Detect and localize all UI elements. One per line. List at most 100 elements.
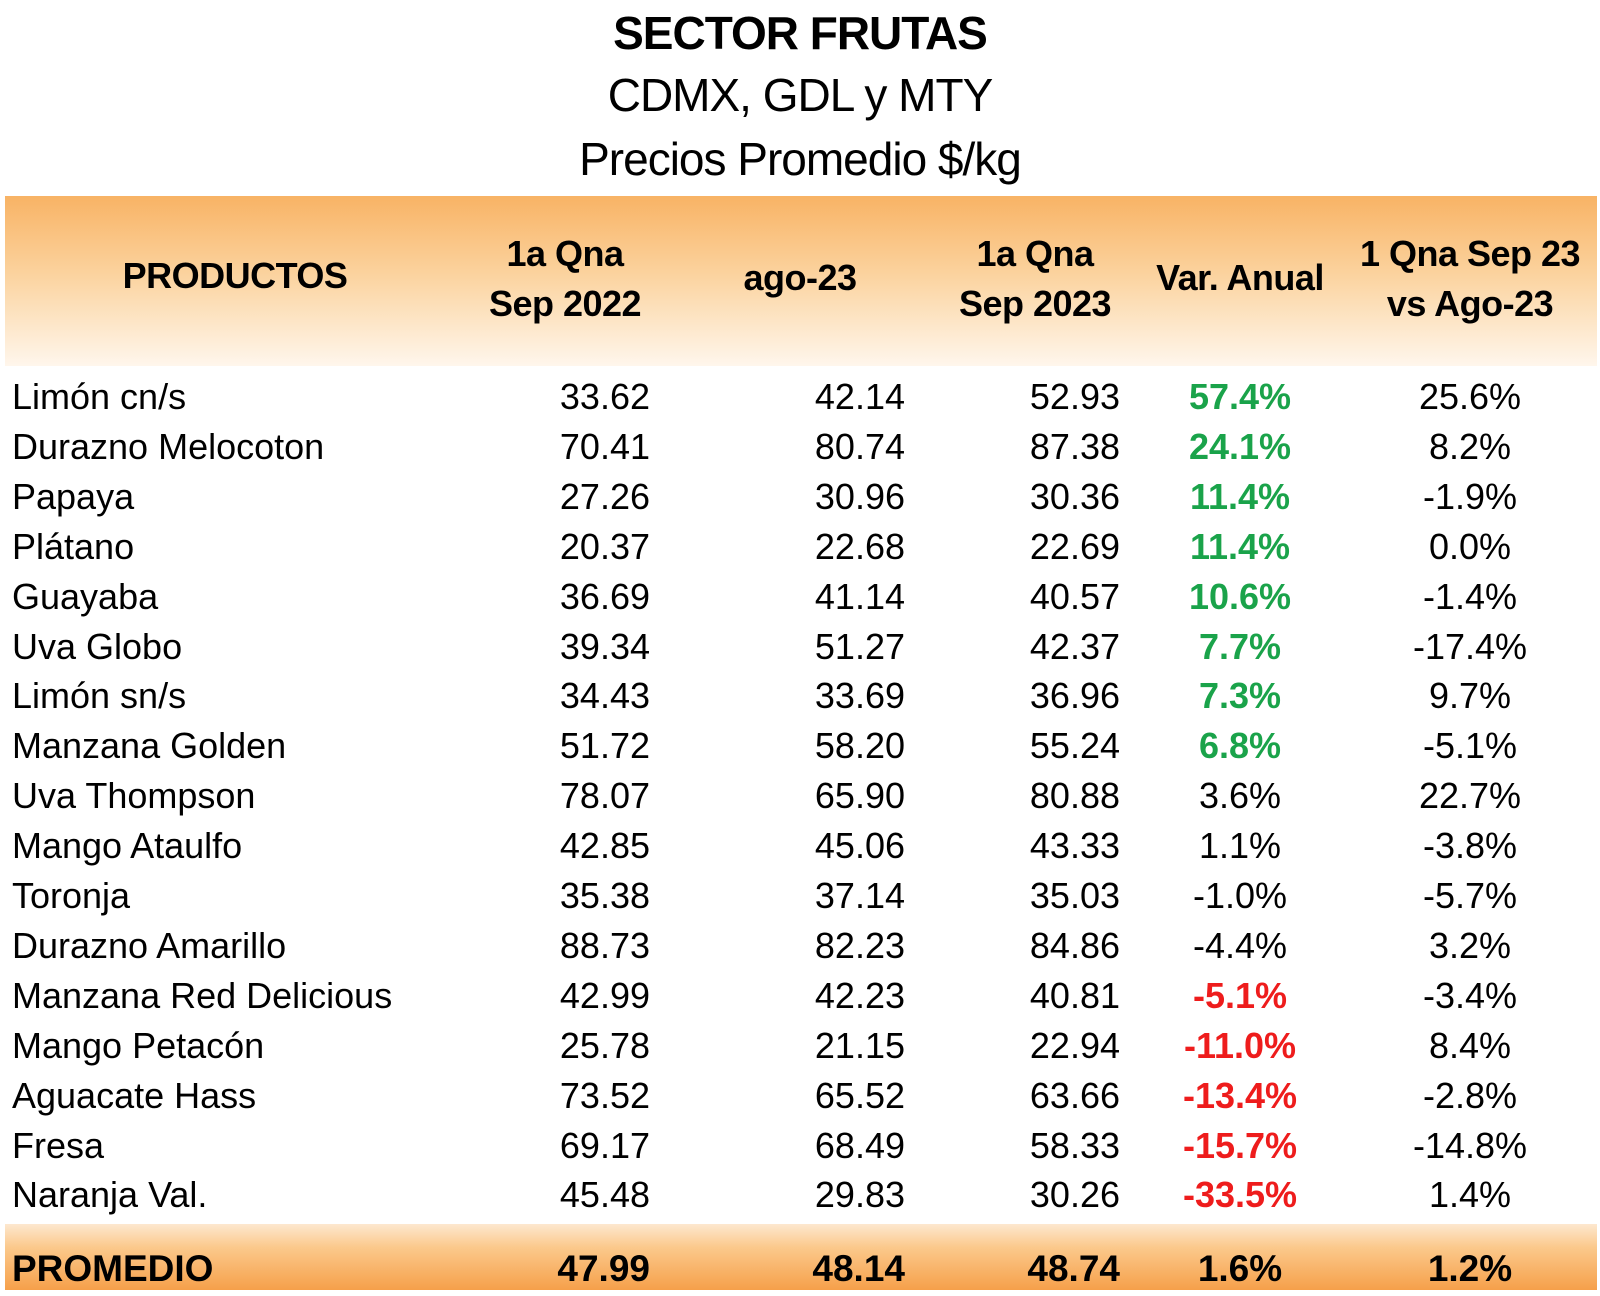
table-footer xyxy=(5,1224,1597,1290)
price-ago-23: 42.23 xyxy=(814,974,905,1016)
product-name: Uva Globo xyxy=(12,625,183,667)
table-row: Limón cn/s 33.62 42.14 52.93 57.4% 25.6% xyxy=(0,372,1600,422)
average-label: PROMEDIO xyxy=(12,1248,214,1289)
table-row: Papaya 27.26 30.96 30.36 11.4% -1.9% xyxy=(0,472,1600,522)
table-row: Mango Petacón 25.78 21.15 22.94 -11.0% 8.4% xyxy=(0,1021,1600,1071)
header-productos: PRODUCTOS xyxy=(122,255,348,296)
var-anual: 57.4% xyxy=(1188,376,1292,417)
header-ago-23: ago-23 xyxy=(743,257,857,298)
product-name: Fresa xyxy=(12,1124,105,1166)
price-sep-2023: 40.81 xyxy=(1029,974,1120,1016)
header-vs-ago-line2: vs Ago-23 xyxy=(1386,283,1554,324)
table-row: Plátano 20.37 22.68 22.69 11.4% 0.0% xyxy=(0,522,1600,572)
product-name: Guayaba xyxy=(12,575,159,617)
average-ago23: 48.14 xyxy=(812,1248,905,1289)
var-anual: -11.0% xyxy=(1183,1024,1297,1066)
price-sep-2023: 87.38 xyxy=(1029,425,1120,467)
page-title: SECTOR FRUTAS xyxy=(613,7,988,59)
var-vs-ago: 9.7% xyxy=(1428,675,1512,717)
header-sep-2022: 1a Qna Sep 2022 xyxy=(450,229,680,329)
product-name: Uva Thompson xyxy=(12,775,256,817)
price-sep-2022: 88.73 xyxy=(559,924,650,966)
product-name: Durazno Melocoton xyxy=(12,425,325,467)
price-sep-2023: 58.33 xyxy=(1029,1124,1120,1166)
price-sep-2023: 55.24 xyxy=(1029,725,1120,767)
table-row: Mango Ataulfo 42.85 45.06 43.33 1.1% -3.8% xyxy=(0,821,1600,871)
table-row: Naranja Val. 45.48 29.83 30.26 -33.5% 1.4% xyxy=(0,1170,1600,1220)
price-ago-23: 68.49 xyxy=(814,1124,905,1166)
var-vs-ago: -5.1% xyxy=(1422,725,1518,767)
header-sep-2023-line2: Sep 2023 xyxy=(958,283,1112,324)
price-sep-2022: 34.43 xyxy=(559,675,650,717)
var-anual: 10.6% xyxy=(1188,575,1292,617)
var-vs-ago: 1.4% xyxy=(1428,1174,1512,1216)
var-anual: -5.1% xyxy=(1192,974,1288,1016)
var-vs-ago: -1.9% xyxy=(1422,475,1518,517)
price-sep-2022: 36.69 xyxy=(559,575,650,617)
average-vs-ago: 1.2% xyxy=(1427,1248,1513,1289)
product-name: Limón cn/s xyxy=(12,376,187,417)
price-sep-2023: 35.03 xyxy=(1029,875,1120,916)
page-subtitle-cities: CDMX, GDL y MTY xyxy=(607,69,994,121)
product-name: Manzana Golden xyxy=(12,725,287,767)
product-name: Plátano xyxy=(12,525,135,567)
price-sep-2022: 73.52 xyxy=(559,1074,650,1116)
price-ago-23: 30.96 xyxy=(814,475,905,517)
var-anual: 6.8% xyxy=(1198,725,1282,767)
average-sep2022: 47.99 xyxy=(557,1248,650,1289)
price-sep-2023: 30.26 xyxy=(1029,1174,1120,1216)
header-sep-2023: 1a Qna Sep 2023 xyxy=(920,229,1150,329)
price-sep-2023: 84.86 xyxy=(1029,924,1120,966)
price-sep-2022: 78.07 xyxy=(559,775,650,817)
var-vs-ago: -2.8% xyxy=(1422,1074,1518,1116)
price-sep-2022: 69.17 xyxy=(559,1124,650,1166)
price-ago-23: 42.14 xyxy=(814,376,905,417)
table-row: Uva Globo 39.34 51.27 42.37 7.7% -17.4% xyxy=(0,622,1600,672)
price-sep-2022: 70.41 xyxy=(559,425,650,467)
var-anual: 11.4% xyxy=(1189,475,1291,517)
product-name: Mango Petacón xyxy=(12,1024,265,1066)
var-anual: -15.7% xyxy=(1182,1124,1298,1166)
price-ago-23: 41.14 xyxy=(814,575,905,617)
var-anual: -4.4% xyxy=(1192,924,1288,966)
table-row: Durazno Amarillo 88.73 82.23 84.86 -4.4% 3.2% xyxy=(0,921,1600,971)
header-sep-2022-line1: 1a Qna xyxy=(506,233,624,274)
price-sep-2023: 40.57 xyxy=(1029,575,1120,617)
var-vs-ago: 8.4% xyxy=(1428,1024,1512,1066)
var-vs-ago: -5.7% xyxy=(1422,875,1518,916)
table-row: Fresa 69.17 68.49 58.33 -15.7% -14.8% xyxy=(0,1121,1600,1171)
table-row: Manzana Red Delicious 42.99 42.23 40.81 -5.1… xyxy=(0,971,1600,1021)
var-vs-ago: -1.4% xyxy=(1422,575,1518,617)
price-ago-23: 45.06 xyxy=(814,825,905,867)
table-row: Uva Thompson 78.07 65.90 80.88 3.6% 22.7% xyxy=(0,771,1600,821)
table-row: Manzana Golden 51.72 58.20 55.24 6.8% -5.1% xyxy=(0,721,1600,771)
price-sep-2023: 36.96 xyxy=(1029,675,1120,717)
product-name: Manzana Red Delicious xyxy=(12,974,393,1016)
price-sep-2022: 25.78 xyxy=(559,1024,650,1066)
price-sep-2023: 52.93 xyxy=(1029,376,1120,417)
product-name: Limón sn/s xyxy=(12,675,187,717)
price-sep-2023: 63.66 xyxy=(1029,1074,1120,1116)
var-anual: -1.0% xyxy=(1192,875,1288,916)
var-vs-ago: 3.2% xyxy=(1428,924,1512,966)
price-sep-2022: 20.37 xyxy=(559,525,650,567)
price-ago-23: 37.14 xyxy=(814,875,905,916)
price-sep-2023: 22.69 xyxy=(1029,525,1120,567)
product-name: Papaya xyxy=(12,475,135,517)
price-sep-2022: 45.48 xyxy=(559,1174,650,1216)
header-sep-2022-line2: Sep 2022 xyxy=(488,283,642,324)
var-anual: 24.1% xyxy=(1188,425,1292,467)
product-name: Mango Ataulfo xyxy=(12,825,243,867)
price-sep-2022: 27.26 xyxy=(559,475,650,517)
price-ago-23: 22.68 xyxy=(814,525,905,567)
price-ago-23: 65.52 xyxy=(814,1074,905,1116)
price-ago-23: 21.15 xyxy=(814,1024,905,1066)
header-vs-ago: 1 Qna Sep 23 vs Ago-23 xyxy=(1340,229,1600,329)
table-header xyxy=(5,196,1597,366)
price-sep-2022: 33.62 xyxy=(559,376,650,417)
price-ago-23: 65.90 xyxy=(814,775,905,817)
price-ago-23: 58.20 xyxy=(814,725,905,767)
product-name: Toronja xyxy=(12,875,131,916)
average-row: PROMEDIO 47.99 48.14 48.74 1.6% 1.2% xyxy=(0,1244,1600,1294)
price-sep-2022: 51.72 xyxy=(559,725,650,767)
